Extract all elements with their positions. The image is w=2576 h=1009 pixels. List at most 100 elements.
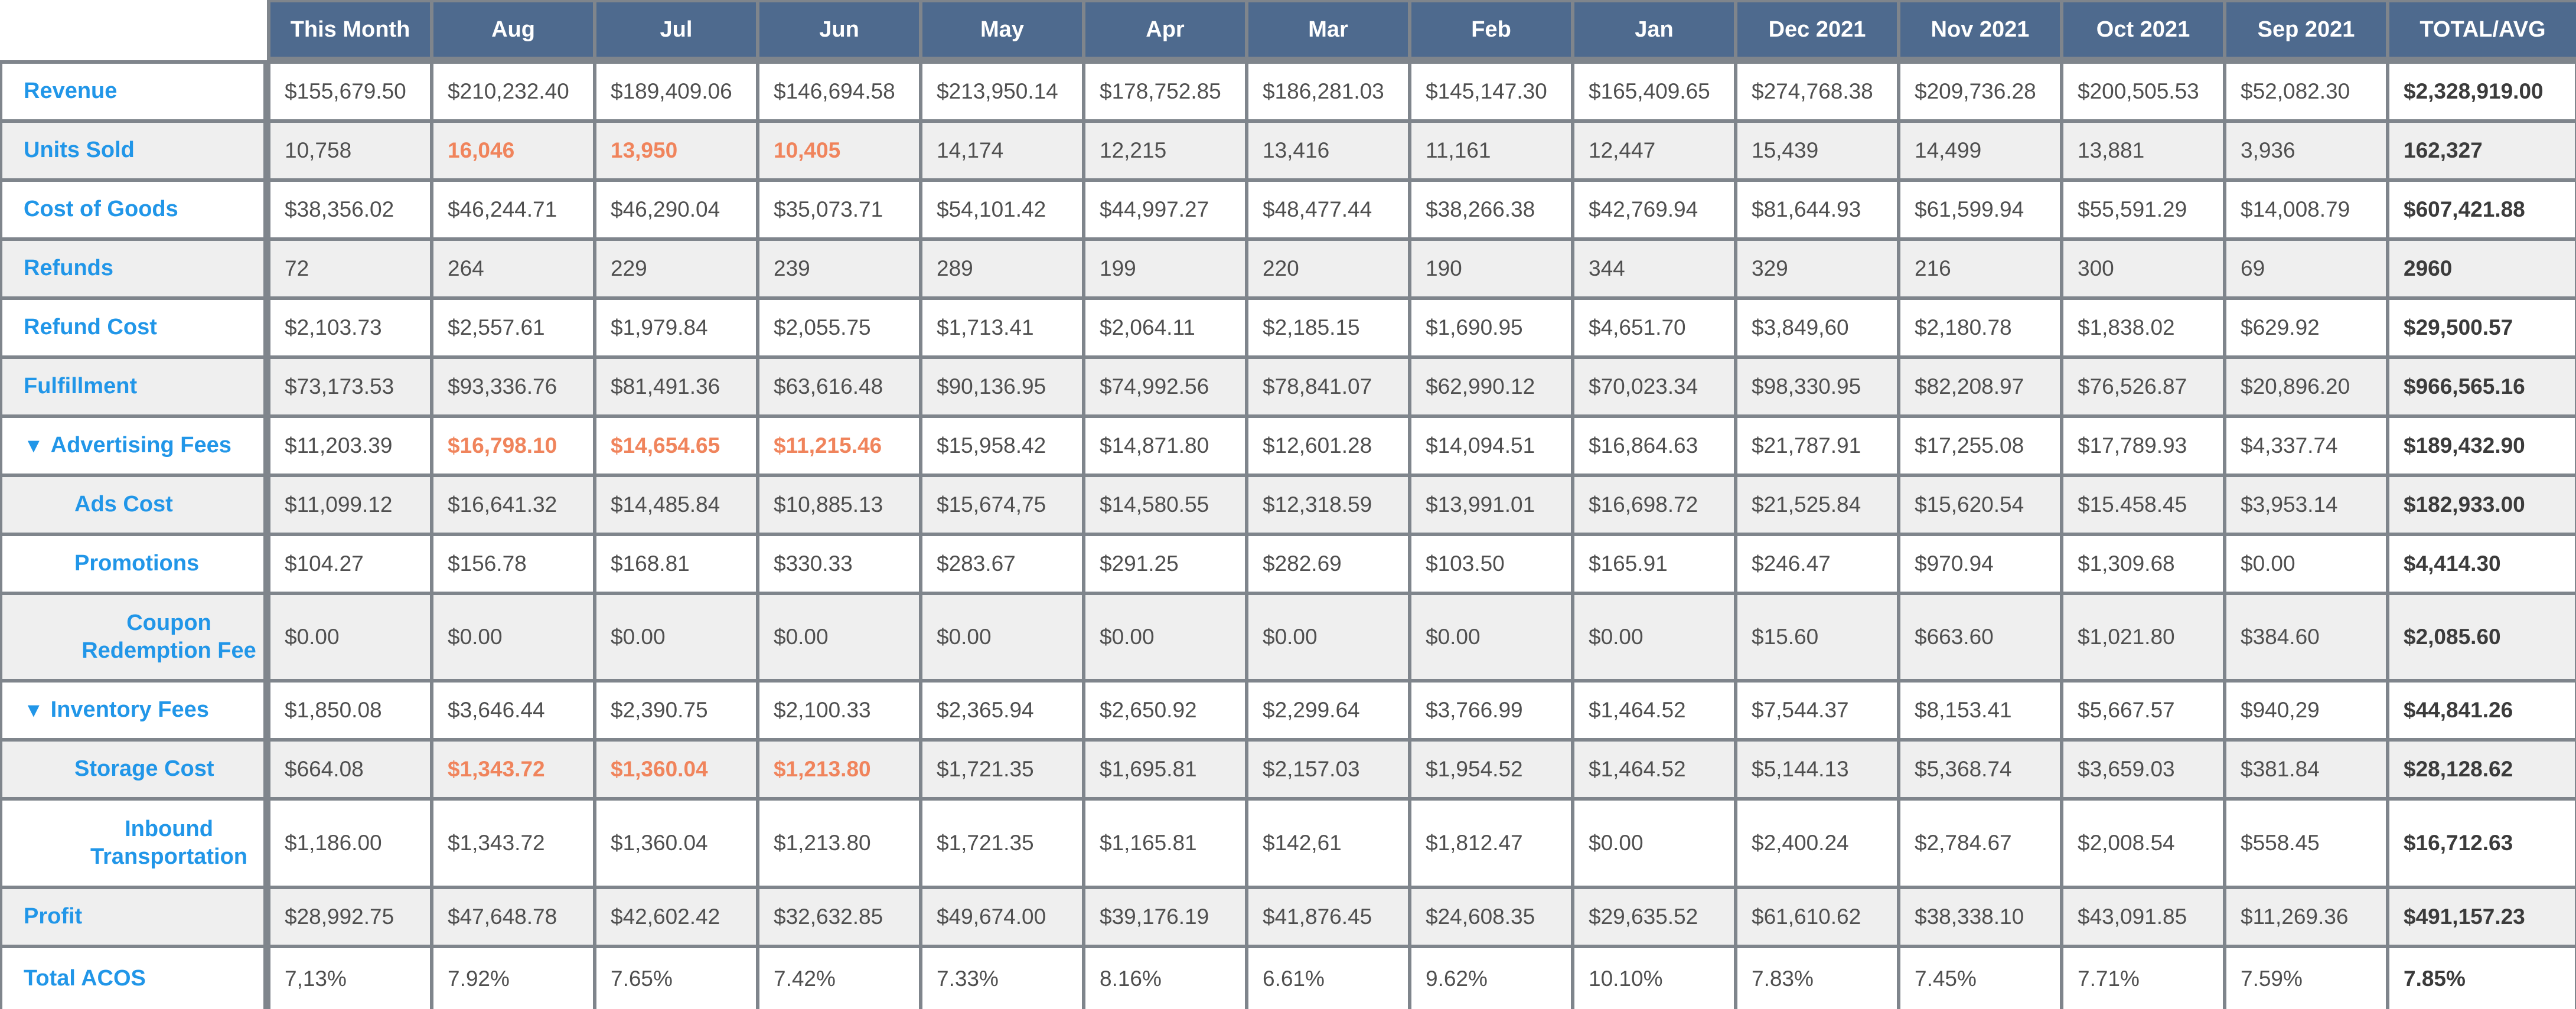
table-cell: $2,157.03	[1248, 742, 1408, 797]
table-cell: $0.00	[1085, 595, 1245, 679]
table-cell: $70,023.34	[1574, 359, 1734, 414]
column-header-dec-2021[interactable]: Dec 2021	[1737, 2, 1897, 57]
row-label-text: Promotions	[74, 551, 200, 576]
table-cell: $1,838.02	[2063, 300, 2223, 355]
table-cell: 72	[270, 241, 430, 296]
table-cell: 220	[1248, 241, 1408, 296]
table-cell: $0.00	[1574, 801, 1734, 886]
table-cell: $38,338.10	[1900, 889, 2060, 945]
column-header-apr[interactable]: Apr	[1085, 2, 1245, 57]
table-cell: $2,055.75	[759, 300, 919, 355]
table-cell: $35,073.71	[759, 182, 919, 237]
table-cell: 199	[1085, 241, 1245, 296]
row-label-ads-cost: Ads Cost	[2, 477, 263, 533]
table-cell: $15.60	[1737, 595, 1897, 679]
table-cell: $82,208.97	[1900, 359, 2060, 414]
table-cell: $3,646.44	[433, 683, 593, 738]
table-cell: 344	[1574, 241, 1734, 296]
table-cell: $28,992.75	[270, 889, 430, 945]
table-cell: $1,721.35	[922, 742, 1082, 797]
table-cell: 7.42%	[759, 948, 919, 1009]
table-cell: 3,936	[2226, 123, 2386, 178]
table-cell: $32,632.85	[759, 889, 919, 945]
row-label-inventory-fees[interactable]: ▼ Inventory Fees	[2, 683, 263, 738]
table-cell: $1,360.04	[596, 742, 756, 797]
table-cell: $61,610.62	[1737, 889, 1897, 945]
table-cell: $1,021.80	[2063, 595, 2223, 679]
table-cell: $200,505.53	[2063, 64, 2223, 119]
total-cell: $16,712.63	[2389, 801, 2575, 886]
table-cell: $43,091.85	[2063, 889, 2223, 945]
table-cell: $12,318.59	[1248, 477, 1408, 533]
column-header-this-month[interactable]: This Month	[270, 2, 430, 57]
row-label-text: Refunds	[24, 256, 113, 281]
table-cell: 13,950	[596, 123, 756, 178]
column-header-jun[interactable]: Jun	[759, 2, 919, 57]
column-header-nov-2021[interactable]: Nov 2021	[1900, 2, 2060, 57]
table-cell: 289	[922, 241, 1082, 296]
table-cell: 69	[2226, 241, 2386, 296]
table-cell: 13,416	[1248, 123, 1408, 178]
column-header-aug[interactable]: Aug	[433, 2, 593, 57]
column-header-jan[interactable]: Jan	[1574, 2, 1734, 57]
table-cell: $1,343.72	[433, 801, 593, 886]
row-label-revenue: Revenue	[2, 64, 263, 119]
table-cell: $14,654.65	[596, 418, 756, 474]
table-cell: $1,695.81	[1085, 742, 1245, 797]
table-cell: $0.00	[1411, 595, 1571, 679]
row-label-inbound-transportation: Inbound Transportation	[2, 801, 263, 886]
table-cell: 7.45%	[1900, 948, 2060, 1009]
table-cell: $74,992.56	[1085, 359, 1245, 414]
table-cell: $55,591.29	[2063, 182, 2223, 237]
table-cell: $41,876.45	[1248, 889, 1408, 945]
table-cell: $5,368.74	[1900, 742, 2060, 797]
table-cell: $940,29	[2226, 683, 2386, 738]
total-cell: $28,128.62	[2389, 742, 2575, 797]
table-cell: $165,409.65	[1574, 64, 1734, 119]
table-cell: $165.91	[1574, 536, 1734, 592]
total-cell: 7.85%	[2389, 948, 2575, 1009]
column-header-total-avg[interactable]: TOTAL/AVG	[2389, 2, 2576, 57]
row-label-text: Coupon Redemption Fee	[81, 610, 256, 664]
table-cell: 7,13%	[270, 948, 430, 1009]
column-header-may[interactable]: May	[922, 2, 1082, 57]
table-cell: $0.00	[2226, 536, 2386, 592]
row-label-advertising-fees[interactable]: ▼ Advertising Fees	[2, 418, 263, 474]
table-cell: $629.92	[2226, 300, 2386, 355]
total-cell: $2,328,919.00	[2389, 64, 2575, 119]
row-label-refund-cost: Refund Cost	[2, 300, 263, 355]
table-cell: $0.00	[270, 595, 430, 679]
table-cell: $189,409.06	[596, 64, 756, 119]
collapse-toggle-icon[interactable]: ▼	[24, 434, 44, 457]
table-cell: $1,186.00	[270, 801, 430, 886]
row-label-text: Cost of Goods	[24, 197, 178, 222]
table-cell: 329	[1737, 241, 1897, 296]
column-header-mar[interactable]: Mar	[1248, 2, 1408, 57]
table-cell: $38,356.02	[270, 182, 430, 237]
table-cell: $5,144.13	[1737, 742, 1897, 797]
table-cell: $1,360.04	[596, 801, 756, 886]
table-cell: $14,580.55	[1085, 477, 1245, 533]
row-label-text: Fulfillment	[24, 374, 138, 399]
table-cell: $12,601.28	[1248, 418, 1408, 474]
row-label-coupon-redemption-fee: Coupon Redemption Fee	[2, 595, 263, 679]
table-cell: $29,635.52	[1574, 889, 1734, 945]
table-cell: $381.84	[2226, 742, 2386, 797]
column-header-oct-2021[interactable]: Oct 2021	[2063, 2, 2223, 57]
table-cell: $283.67	[922, 536, 1082, 592]
column-header-feb[interactable]: Feb	[1411, 2, 1571, 57]
table-cell: $1,309.68	[2063, 536, 2223, 592]
table-cell: $49,674.00	[922, 889, 1082, 945]
table-cell: $20,896.20	[2226, 359, 2386, 414]
table-cell: 264	[433, 241, 593, 296]
table-cell: $282.69	[1248, 536, 1408, 592]
table-cell: $0.00	[596, 595, 756, 679]
collapse-toggle-icon[interactable]: ▼	[24, 698, 44, 721]
table-cell: $2,100.33	[759, 683, 919, 738]
row-label-profit: Profit	[2, 889, 263, 945]
table-corner	[0, 0, 267, 60]
table-cell: $146,694.58	[759, 64, 919, 119]
column-header-jul[interactable]: Jul	[596, 2, 756, 57]
table-cell: 7.59%	[2226, 948, 2386, 1009]
column-header-sep-2021[interactable]: Sep 2021	[2226, 2, 2386, 57]
